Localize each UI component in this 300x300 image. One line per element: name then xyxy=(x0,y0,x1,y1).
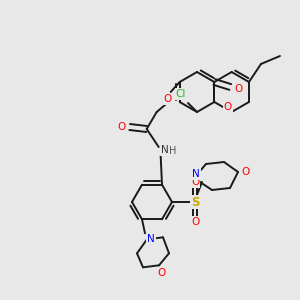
Text: S: S xyxy=(191,196,199,208)
Text: O: O xyxy=(118,122,126,132)
Text: O: O xyxy=(224,102,232,112)
Text: H: H xyxy=(169,146,176,156)
Text: O: O xyxy=(164,94,172,104)
Text: O: O xyxy=(191,177,199,187)
Text: Cl: Cl xyxy=(176,89,186,99)
Text: O: O xyxy=(191,217,199,227)
Text: N: N xyxy=(161,145,169,155)
Text: O: O xyxy=(242,167,250,177)
Text: O: O xyxy=(157,268,165,278)
Text: O: O xyxy=(234,84,242,94)
Text: N: N xyxy=(192,169,200,179)
Text: N: N xyxy=(147,234,155,244)
